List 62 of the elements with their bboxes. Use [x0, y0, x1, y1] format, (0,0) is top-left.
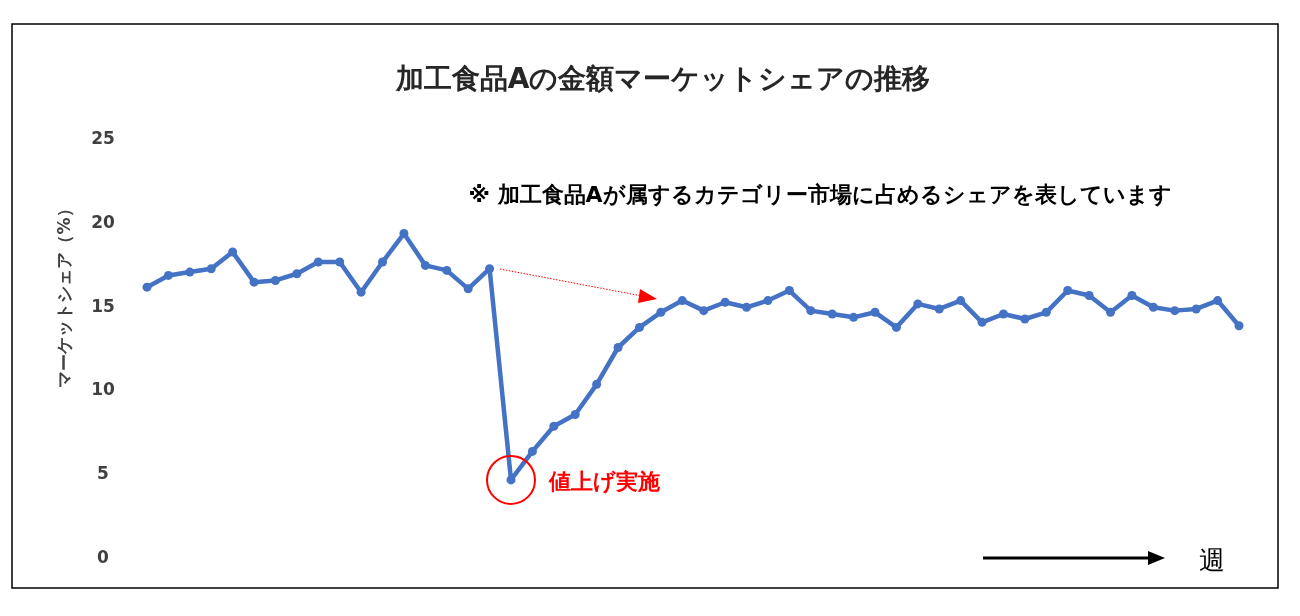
- point: [485, 264, 495, 274]
- point: [527, 446, 537, 456]
- point: [249, 277, 259, 287]
- point: [335, 257, 345, 267]
- point: [313, 257, 323, 267]
- point: [549, 421, 559, 431]
- x-axis-title: 週: [1199, 545, 1225, 575]
- point: [228, 247, 238, 257]
- point: [913, 299, 923, 309]
- point: [1127, 291, 1137, 301]
- point: [206, 264, 216, 274]
- point: [163, 270, 173, 280]
- point: [613, 343, 623, 352]
- point: [570, 410, 580, 420]
- point: [270, 275, 280, 285]
- point: [870, 307, 880, 317]
- point: [292, 269, 302, 279]
- point: [420, 260, 430, 270]
- y-tick-label: 15: [91, 295, 115, 316]
- point: [1084, 291, 1094, 301]
- y-axis-title: マーケットシェア（%）: [54, 200, 74, 388]
- point: [1213, 296, 1223, 306]
- point: [185, 267, 195, 277]
- point: [849, 312, 859, 322]
- point: [592, 379, 602, 389]
- point: [763, 296, 773, 306]
- point: [1191, 304, 1201, 314]
- point: [378, 257, 388, 267]
- point: [442, 265, 452, 275]
- point: [677, 296, 687, 306]
- point: [506, 475, 516, 485]
- point: [977, 317, 987, 327]
- point: [934, 304, 944, 314]
- point: [1020, 314, 1030, 324]
- point: [1063, 286, 1073, 296]
- point: [634, 322, 644, 332]
- point: [1041, 307, 1051, 317]
- y-tick-label: 5: [97, 463, 109, 484]
- point: [1148, 302, 1158, 312]
- annotation: ※ 加工食品Aが属するカテゴリー市場に占めるシェアを表しています: [468, 181, 1172, 207]
- point: [784, 286, 794, 296]
- y-tick-label: 10: [91, 379, 115, 400]
- point: [742, 302, 752, 312]
- y-tick-label: 0: [97, 547, 110, 567]
- point: [699, 306, 709, 316]
- point: [1234, 321, 1244, 331]
- point: [463, 284, 473, 294]
- point: [142, 282, 152, 292]
- point: [720, 297, 730, 307]
- point: [1106, 307, 1116, 317]
- point: [656, 307, 666, 317]
- y-tick-label: 25: [91, 128, 115, 148]
- point: [827, 309, 837, 319]
- point: [956, 296, 966, 306]
- point: [356, 287, 366, 297]
- point: [891, 322, 901, 332]
- y-tick-label: 20: [91, 211, 115, 232]
- point: [806, 306, 816, 316]
- chart-title: 加工食品Aの金額マーケットシェアの推移: [394, 62, 931, 95]
- point: [1170, 306, 1180, 316]
- annotation: 値上げ実施: [548, 469, 660, 495]
- point: [998, 309, 1008, 319]
